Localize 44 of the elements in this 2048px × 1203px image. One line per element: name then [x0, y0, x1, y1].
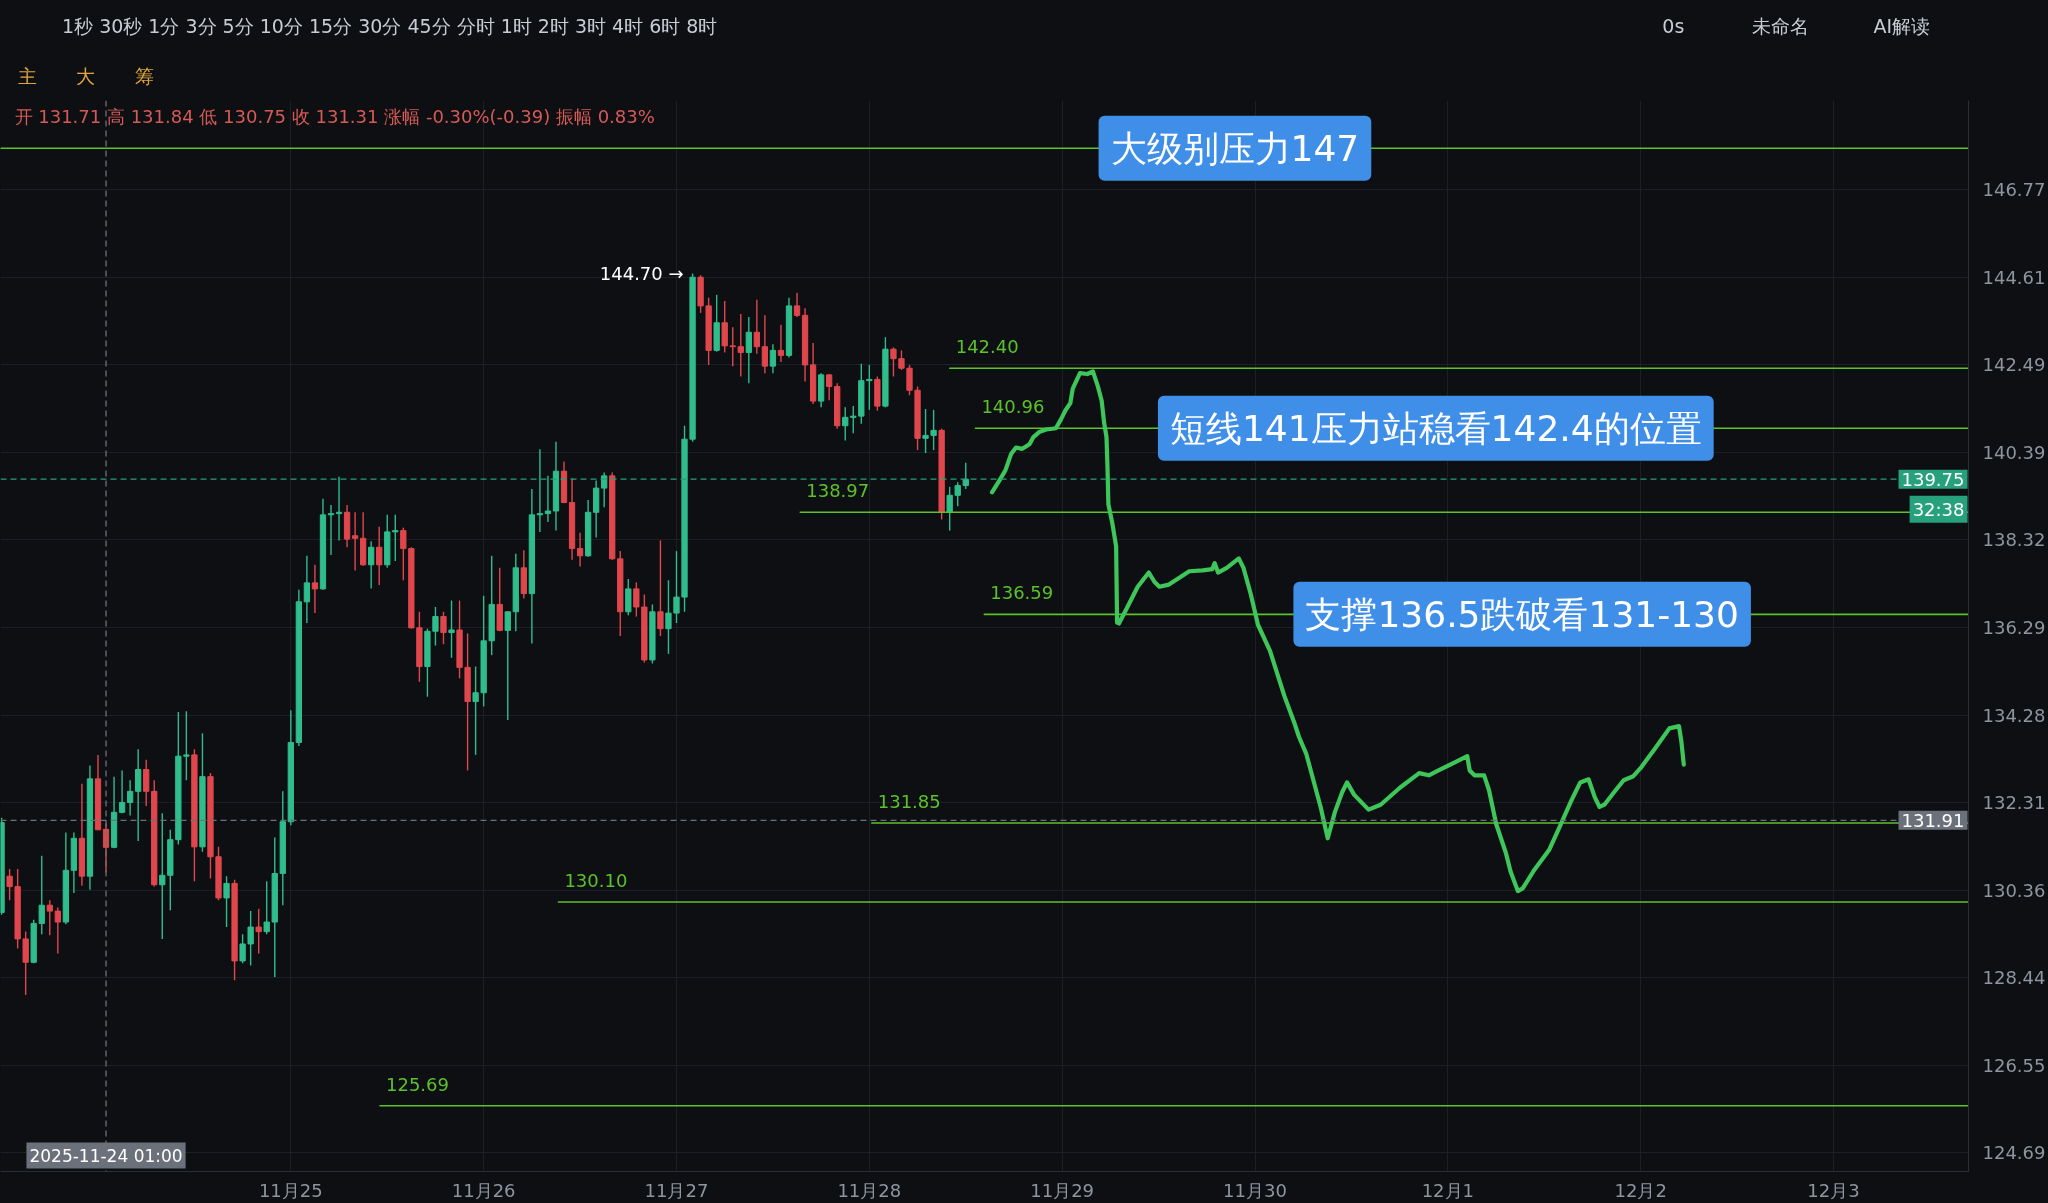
text: 筹: [135, 64, 155, 87]
annotation: 大级别压力147: [1110, 127, 1360, 169]
y-tick-label: 146.77: [1982, 179, 2046, 201]
y-tick-label: 134.28: [1982, 704, 2046, 726]
text: AI解读: [1873, 14, 1931, 37]
y-tick-label: 138.32: [1982, 529, 2046, 551]
x-tick-label: 12月1: [1421, 1179, 1475, 1201]
data-label: 130.10: [564, 870, 628, 892]
chart-subtitle: 开 131.71 高 131.84 低 130.75 收 131.31 涨幅 -0.30%(-0.39) 振幅 0.83%: [14, 106, 655, 127]
data-label: 136.59: [990, 582, 1054, 604]
text: 未命名: [1751, 14, 1809, 37]
x-tick-label: 11月26: [451, 1179, 516, 1201]
text: 1秒 30秒 1分 3分 5分 10分 15分 30分 45分 分时 1时 2时 3时 4时 6时 8时: [62, 14, 718, 37]
y-tick-label: 142.49: [1982, 353, 2046, 375]
text: 0s: [1662, 14, 1685, 37]
y-tick-label: 128.44: [1982, 967, 2046, 989]
x-tick-label: 11月29: [1030, 1179, 1095, 1201]
annotation: 144.70 →: [599, 263, 684, 285]
annotation: 32:38: [1912, 498, 1965, 520]
x-tick-label: 12月2: [1614, 1179, 1667, 1201]
ref-line-label: 139.75: [1901, 468, 1965, 490]
data-label: 140.96: [981, 396, 1045, 418]
data-label: 138.97: [806, 480, 870, 502]
x-tick-label: 11月27: [644, 1179, 709, 1201]
y-tick-label: 126.55: [1982, 1055, 2046, 1076]
y-tick-label: 144.61: [1982, 266, 2046, 288]
ref-line-label: 2025-11-24 01:00: [29, 1145, 183, 1166]
annotation: 支撑136.5跌破看131-130: [1305, 593, 1739, 635]
y-tick-label: 136.29: [1982, 616, 2046, 638]
data-label: 125.69: [386, 1073, 449, 1095]
x-tick-label: 11月28: [837, 1179, 902, 1201]
x-tick-label: 11月30: [1223, 1179, 1287, 1201]
text: 大: [76, 64, 96, 87]
y-tick-label: 140.39: [1982, 441, 2046, 463]
text: 主: [17, 64, 37, 87]
ref-line-label: 131.91: [1901, 809, 1965, 831]
data-label: 131.85: [877, 791, 941, 813]
y-tick-label: 124.69: [1982, 1142, 2046, 1164]
x-tick-label: 12月3: [1807, 1179, 1860, 1201]
data-label: 142.40: [955, 336, 1019, 358]
y-tick-label: 132.31: [1982, 791, 2046, 813]
annotation: 短线141压力站稳看142.4的位置: [1169, 407, 1702, 449]
x-tick-label: 11月25: [258, 1179, 323, 1201]
y-tick-label: 130.36: [1982, 879, 2046, 901]
